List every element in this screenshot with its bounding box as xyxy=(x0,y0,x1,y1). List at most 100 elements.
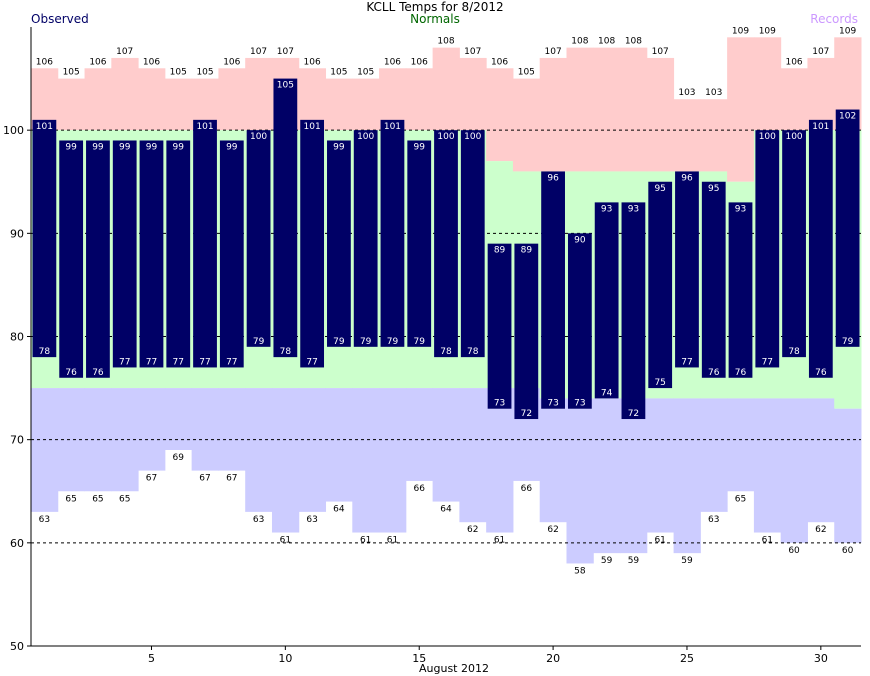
observed-low-label: 72 xyxy=(628,409,639,419)
observed-low-label: 78 xyxy=(39,347,51,357)
record-low-band xyxy=(486,388,514,533)
record-low-label: 61 xyxy=(280,536,291,546)
record-low-band xyxy=(834,408,862,543)
record-low-band xyxy=(164,388,193,450)
record-high-label: 106 xyxy=(36,57,53,67)
observed-high-label: 100 xyxy=(759,132,776,142)
record-high-band xyxy=(566,47,594,172)
observed-high-label: 95 xyxy=(708,184,719,194)
observed-bar xyxy=(300,119,325,368)
record-low-label: 63 xyxy=(708,515,719,525)
observed-bar xyxy=(648,181,673,389)
observed-bar xyxy=(567,233,592,409)
observed-bar xyxy=(407,140,432,347)
record-high-band xyxy=(84,68,112,131)
observed-high-label: 99 xyxy=(92,142,104,152)
record-high-band xyxy=(57,78,86,131)
observed-high-label: 101 xyxy=(384,122,401,132)
record-high-label: 107 xyxy=(812,47,829,57)
record-high-label: 105 xyxy=(330,68,347,78)
x-tick-label: 5 xyxy=(148,652,155,665)
record-high-label: 106 xyxy=(143,57,160,67)
observed-high-label: 96 xyxy=(681,173,693,183)
record-low-label: 60 xyxy=(788,546,800,556)
y-tick-label: 80 xyxy=(10,331,24,344)
observed-high-label: 101 xyxy=(196,122,213,132)
record-high-label: 105 xyxy=(357,68,374,78)
observed-bar xyxy=(166,140,191,368)
record-low-label: 61 xyxy=(494,536,505,546)
observed-low-label: 79 xyxy=(333,337,345,347)
record-high-label: 105 xyxy=(518,68,535,78)
x-tick-label: 25 xyxy=(680,652,694,665)
observed-bar xyxy=(755,130,780,368)
observed-bar xyxy=(219,140,244,368)
record-high-label: 109 xyxy=(839,26,856,36)
observed-bar xyxy=(434,130,458,358)
record-low-band xyxy=(405,388,434,481)
record-low-label: 63 xyxy=(39,515,50,525)
observed-bar xyxy=(460,130,485,358)
record-high-label: 106 xyxy=(411,57,428,67)
record-high-label: 107 xyxy=(464,47,481,57)
record-high-band xyxy=(486,68,514,162)
observed-low-label: 73 xyxy=(494,399,505,409)
record-low-band xyxy=(379,388,407,533)
observed-high-label: 99 xyxy=(333,142,345,152)
record-high-band xyxy=(512,78,541,172)
record-low-label: 66 xyxy=(413,484,425,494)
record-high-band xyxy=(218,68,246,131)
record-high-label: 108 xyxy=(437,37,454,47)
record-low-band xyxy=(539,398,567,523)
observed-bar xyxy=(380,119,405,347)
observed-bar xyxy=(139,140,164,368)
record-high-label: 109 xyxy=(732,26,749,36)
observed-low-label: 75 xyxy=(654,378,665,388)
observed-low-label: 77 xyxy=(146,357,157,367)
record-low-label: 64 xyxy=(440,505,452,515)
legend-records: Records xyxy=(810,12,858,26)
observed-high-label: 99 xyxy=(173,142,185,152)
observed-low-label: 77 xyxy=(762,357,773,367)
record-low-band xyxy=(566,398,594,564)
record-low-band xyxy=(31,388,59,512)
observed-low-label: 76 xyxy=(735,368,747,378)
observed-low-label: 79 xyxy=(413,337,425,347)
record-low-label: 64 xyxy=(333,505,345,515)
observed-high-label: 100 xyxy=(250,132,267,142)
legend-observed: Observed xyxy=(31,12,89,26)
record-high-label: 103 xyxy=(705,88,722,98)
observed-high-label: 90 xyxy=(574,235,586,245)
chart-title: KCLL Temps for 8/2012 xyxy=(366,0,504,14)
record-high-label: 105 xyxy=(170,68,187,78)
record-high-band xyxy=(325,78,353,131)
observed-bar xyxy=(193,119,217,368)
observed-high-label: 101 xyxy=(812,122,829,132)
record-low-band xyxy=(459,388,487,523)
record-low-band xyxy=(325,388,353,502)
observed-low-label: 78 xyxy=(788,347,800,357)
record-low-band xyxy=(138,388,166,471)
record-high-label: 107 xyxy=(277,47,294,57)
observed-high-label: 101 xyxy=(36,122,53,132)
record-high-band xyxy=(539,57,567,172)
observed-high-label: 89 xyxy=(494,246,506,256)
record-high-label: 109 xyxy=(759,26,776,36)
record-high-label: 105 xyxy=(196,68,213,78)
observed-high-label: 100 xyxy=(357,132,374,142)
observed-low-label: 76 xyxy=(65,368,77,378)
record-low-label: 63 xyxy=(253,515,264,525)
observed-bar xyxy=(59,140,84,378)
record-low-label: 65 xyxy=(92,494,103,504)
observed-low-label: 73 xyxy=(574,399,585,409)
record-low-label: 69 xyxy=(173,453,185,463)
y-tick-label: 100 xyxy=(3,124,24,137)
record-high-label: 106 xyxy=(304,57,321,67)
record-low-label: 65 xyxy=(119,494,130,504)
observed-bar xyxy=(728,202,753,378)
record-high-label: 108 xyxy=(571,37,588,47)
record-high-band xyxy=(673,99,701,172)
record-high-band xyxy=(807,57,835,131)
record-low-label: 61 xyxy=(360,536,371,546)
record-high-band xyxy=(700,99,728,172)
